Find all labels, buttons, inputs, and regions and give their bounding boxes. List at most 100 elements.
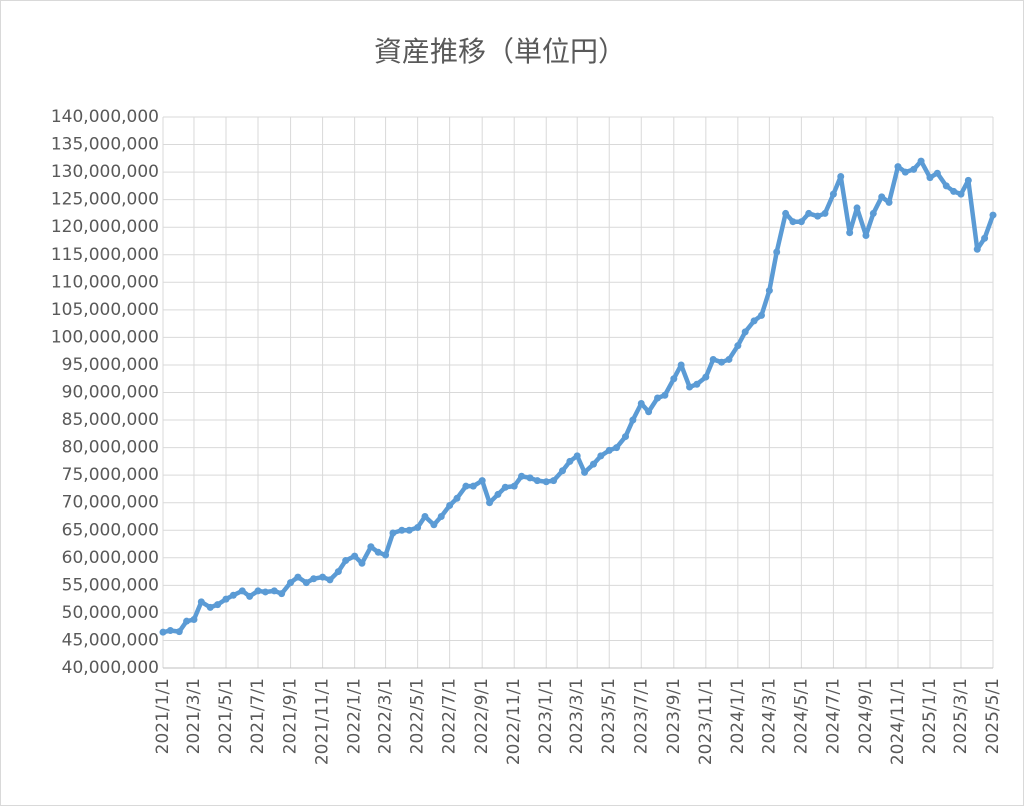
data-point: [159, 628, 167, 636]
data-point: [310, 575, 318, 583]
y-tick-label: 115,000,000: [51, 245, 159, 265]
x-tick-label: 2025/3/1: [951, 678, 971, 754]
data-point: [414, 523, 422, 531]
data-point: [981, 234, 989, 242]
data-point: [942, 182, 950, 190]
data-point: [645, 408, 653, 416]
data-point: [190, 616, 198, 624]
x-tick-label: 2021/9/1: [281, 678, 301, 754]
y-tick-label: 65,000,000: [62, 520, 159, 540]
data-point: [510, 482, 518, 490]
data-point: [367, 543, 375, 551]
x-tick-label: 2022/9/1: [472, 678, 492, 754]
x-tick-label: 2024/11/1: [888, 678, 908, 765]
data-point: [374, 548, 382, 556]
data-point: [351, 552, 359, 560]
y-tick-label: 85,000,000: [62, 410, 159, 430]
data-point: [246, 592, 254, 600]
data-point: [526, 474, 534, 482]
data-point: [637, 400, 645, 408]
y-tick-label: 110,000,000: [51, 272, 159, 292]
data-point: [950, 187, 958, 195]
data-point: [430, 521, 438, 529]
data-point: [725, 355, 733, 363]
x-tick-label: 2021/5/1: [216, 678, 236, 754]
data-point: [829, 190, 837, 198]
data-point: [589, 460, 597, 468]
x-tick-label: 2022/5/1: [408, 678, 428, 754]
x-tick-label: 2021/11/1: [313, 678, 333, 765]
y-tick-label: 75,000,000: [62, 465, 159, 485]
data-point: [494, 490, 502, 498]
data-point: [869, 209, 877, 217]
data-point: [542, 478, 550, 486]
x-tick-label: 2022/7/1: [440, 678, 460, 754]
x-tick-label: 2022/11/1: [504, 678, 524, 765]
y-tick-label: 40,000,000: [62, 658, 159, 678]
data-point: [878, 193, 886, 201]
data-point: [229, 591, 237, 599]
data-point: [757, 311, 765, 319]
data-point: [462, 482, 470, 490]
data-point: [334, 568, 342, 576]
x-tick-label: 2023/9/1: [664, 678, 684, 754]
y-tick-label: 80,000,000: [62, 438, 159, 458]
data-point: [214, 601, 222, 609]
data-point: [718, 358, 726, 366]
data-point: [654, 394, 662, 402]
data-point: [550, 477, 558, 485]
data-point: [326, 576, 334, 584]
data-point: [741, 328, 749, 336]
data-point: [270, 587, 278, 595]
data-point: [437, 512, 445, 520]
data-point: [597, 452, 605, 460]
y-tick-label: 70,000,000: [62, 493, 159, 513]
data-point: [837, 173, 845, 181]
data-point: [342, 557, 350, 565]
data-point: [559, 467, 567, 475]
data-point: [901, 168, 909, 176]
data-point: [862, 231, 870, 239]
data-point: [910, 165, 918, 173]
y-tick-label: 125,000,000: [51, 190, 159, 210]
data-point: [238, 587, 246, 595]
data-point: [486, 499, 494, 507]
x-tick-label: 2023/11/1: [696, 678, 716, 765]
data-point: [734, 342, 742, 350]
data-point: [926, 174, 934, 182]
data-point: [302, 579, 310, 587]
chart-title: 資産推移（単位円）: [374, 35, 626, 68]
y-tick-label: 130,000,000: [51, 162, 159, 182]
data-point: [702, 373, 710, 381]
x-tick-label: 2025/5/1: [983, 678, 1003, 754]
x-tick-label: 2021/1/1: [153, 678, 173, 754]
data-point: [197, 598, 205, 606]
data-point: [885, 198, 893, 206]
data-point: [405, 526, 413, 534]
data-point: [661, 391, 669, 399]
y-tick-label: 95,000,000: [62, 355, 159, 375]
data-point: [294, 573, 302, 581]
x-tick-label: 2024/3/1: [759, 678, 779, 754]
data-point: [853, 204, 861, 212]
data-point: [478, 477, 486, 485]
y-tick-label: 105,000,000: [51, 300, 159, 320]
data-point: [814, 212, 822, 220]
data-point: [629, 416, 637, 424]
x-tick-label: 2021/7/1: [248, 678, 268, 754]
x-tick-label: 2024/7/1: [823, 678, 843, 754]
data-point: [957, 190, 965, 198]
data-point: [446, 501, 454, 509]
data-point: [933, 169, 941, 177]
data-point: [789, 218, 797, 226]
data-point: [254, 587, 262, 595]
data-point: [183, 617, 191, 625]
data-point: [206, 603, 214, 611]
data-point: [821, 209, 829, 217]
data-point: [573, 452, 581, 460]
data-point: [964, 176, 972, 184]
x-tick-label: 2022/3/1: [376, 678, 396, 754]
x-tick-label: 2024/1/1: [728, 678, 748, 754]
